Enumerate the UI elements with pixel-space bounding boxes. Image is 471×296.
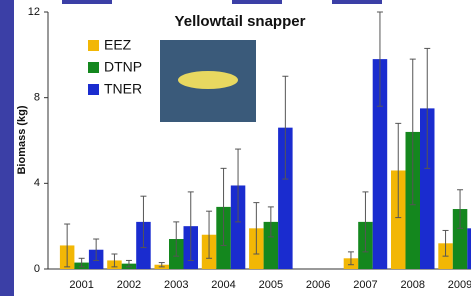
x-tick-label: 2006 [306, 279, 330, 291]
x-tick-label: 2001 [69, 279, 93, 291]
x-tick-label: 2002 [117, 279, 141, 291]
y-tick-label: 4 [34, 177, 40, 189]
fish-photo [178, 71, 238, 89]
x-tick-label: 2008 [401, 279, 425, 291]
legend-swatch [88, 40, 99, 51]
chart: Yellowtail snapper Biomass (kg) 0 4 8 12 200… [0, 0, 471, 296]
x-tick-label: 2004 [211, 279, 235, 291]
x-tick-label: 2009 [448, 279, 471, 291]
legend-label: TNER [104, 81, 142, 97]
x-tick-label: 2003 [164, 279, 188, 291]
legend-label: DTNP [104, 59, 142, 75]
legend-swatch [88, 84, 99, 95]
legend-label: EEZ [104, 37, 132, 53]
frame-strip [62, 0, 112, 4]
y-tick-label: 8 [34, 92, 40, 104]
legend-swatch [88, 62, 99, 73]
frame-strip [332, 0, 382, 4]
y-tick-label: 12 [28, 6, 40, 18]
frame-strip [0, 0, 14, 296]
x-tick-label: 2005 [259, 279, 283, 291]
y-tick-label: 0 [34, 263, 40, 275]
x-tick-label: 2007 [353, 279, 377, 291]
frame-strip [232, 0, 282, 4]
bar [467, 228, 471, 269]
y-axis-label: Biomass (kg) [16, 105, 28, 174]
chart-title: Yellowtail snapper [175, 13, 306, 30]
